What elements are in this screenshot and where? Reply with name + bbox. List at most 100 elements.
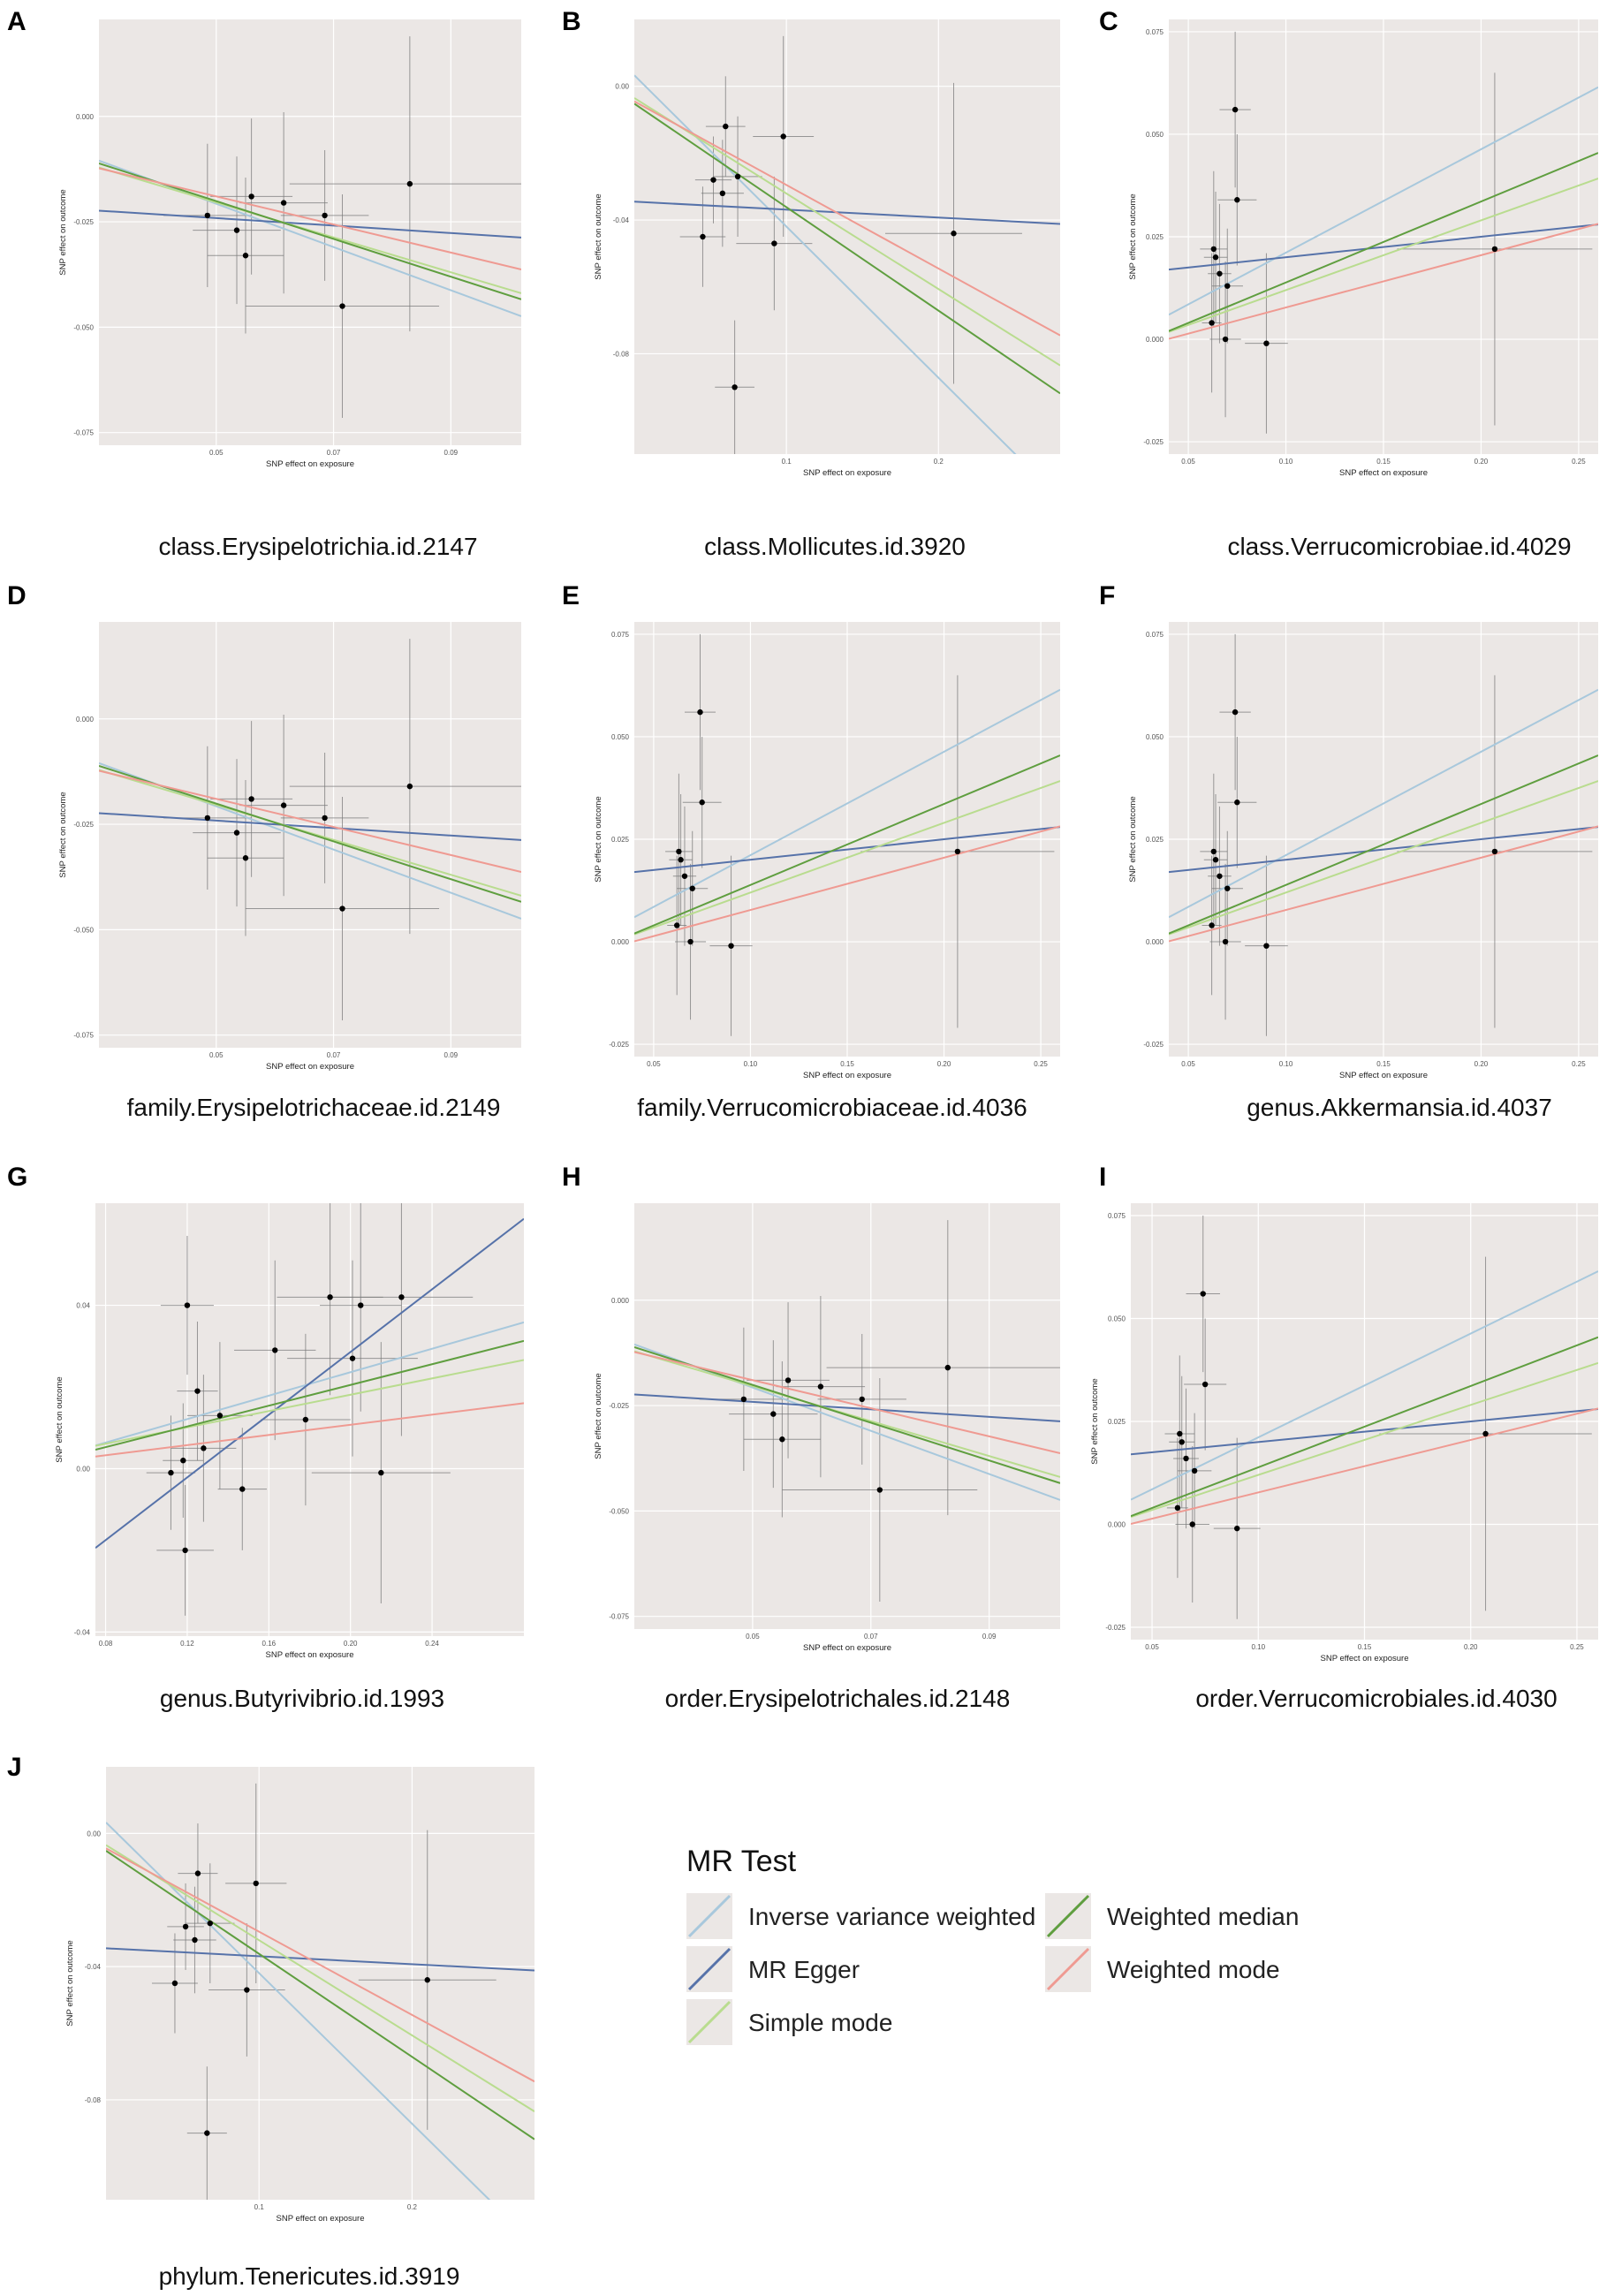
legend-key-line — [687, 1894, 731, 1938]
snp-point — [1210, 848, 1217, 855]
snp-point — [689, 885, 695, 891]
gridlines — [634, 622, 1060, 1057]
y-tick-label: -0.025 — [1143, 1041, 1164, 1049]
gridlines — [1131, 1203, 1598, 1640]
legend-item-simple-mode: Simple mode — [686, 1999, 892, 2045]
regression-line-weighted-mode — [634, 825, 1060, 943]
snp-point — [201, 1445, 207, 1451]
regression-line-egger — [1169, 224, 1598, 271]
regression-line-weighted-median — [106, 1850, 534, 2141]
panel-g: G 0.08 0.12 0.16 0.20 0.24 0.04 0.00 -0.04 SNP ef… — [7, 1163, 524, 1712]
gridlines — [634, 19, 1060, 454]
x-tick-label: 0.08 — [99, 1640, 113, 1648]
snp-point — [1209, 922, 1215, 928]
snp-point — [944, 1364, 951, 1371]
regression-line-ivw — [1131, 1270, 1598, 1501]
snp-point — [280, 802, 287, 808]
plot-area — [99, 36, 521, 418]
y-tick-label: 0.025 — [1146, 233, 1164, 241]
y-tick-label: 0.000 — [1108, 1521, 1126, 1529]
regression-line-weighted-median — [99, 764, 521, 903]
regression-line-weighted-median — [634, 754, 1060, 935]
plot-area — [99, 639, 521, 1020]
regression-line-weighted-mode — [634, 100, 1060, 337]
regression-line-egger — [106, 1947, 534, 1972]
x-tick-label: 0.20 — [344, 1640, 358, 1648]
regression-line-weighted-mode — [99, 769, 521, 873]
snp-point — [681, 873, 688, 879]
plot-area — [1169, 633, 1598, 1036]
gridlines — [1169, 19, 1598, 454]
panel-j: J 0.1 0.2 0.00 -0.04 -0.08 SNP effect on expos… — [7, 1753, 534, 2290]
panel-caption: genus.Akkermansia.id.4037 — [1247, 1094, 1552, 1121]
snp-point — [1200, 1291, 1206, 1297]
y-tick-label: -0.050 — [73, 926, 94, 934]
y-tick-label: 0.00 — [76, 1465, 90, 1473]
snp-point — [1209, 320, 1215, 326]
y-tick-label: 0.00 — [87, 1830, 101, 1838]
snp-point — [728, 943, 734, 949]
legend-label: Weighted median — [1107, 1903, 1299, 1930]
gridlines — [99, 622, 521, 1048]
snp-point — [1234, 197, 1240, 203]
snp-point — [322, 815, 328, 822]
snp-point — [248, 796, 254, 802]
y-tick-label: -0.025 — [1143, 438, 1164, 446]
y-tick-label: 0.050 — [611, 733, 630, 741]
snp-point — [1183, 1455, 1189, 1462]
x-tick-label: 0.07 — [327, 1051, 341, 1059]
regression-line-weighted-mode — [634, 1351, 1060, 1454]
x-tick-label: 0.10 — [1251, 1643, 1265, 1651]
panel-h: H 0.05 0.07 0.09 0.000 -0.025 -0.050 -0.075 SNP … — [562, 1163, 1060, 1712]
snp-point — [244, 1987, 250, 1993]
y-axis-title: SNP effect on outcome — [65, 1940, 75, 2026]
y-axis-title: SNP effect on outcome — [594, 796, 603, 882]
x-tick-label: 0.20 — [1474, 1060, 1489, 1068]
snp-point — [182, 1547, 188, 1554]
regression-line-ivw — [1169, 688, 1598, 919]
snp-point — [204, 815, 211, 822]
regression-line-simple-mode — [1169, 178, 1598, 333]
snp-point — [779, 1436, 785, 1443]
panel-caption: genus.Butyrivibrio.id.1993 — [160, 1685, 444, 1712]
panel-letter: B — [562, 7, 581, 36]
snp-point — [1263, 943, 1270, 949]
snp-point — [1217, 270, 1223, 277]
legend-item-weighted-mode: Weighted mode — [1045, 1946, 1280, 1992]
regression-line-weighted-median — [99, 162, 521, 300]
snp-point — [207, 1920, 213, 1927]
x-tick-label: 0.09 — [982, 1633, 997, 1641]
regression-line-egger — [95, 1217, 524, 1550]
snp-point — [358, 1302, 364, 1308]
plot-area — [106, 1783, 534, 2200]
regression-line-simple-mode — [634, 1350, 1060, 1478]
plot-area — [634, 1220, 1060, 1602]
snp-point — [678, 857, 684, 863]
x-tick-label: 0.25 — [1570, 1643, 1584, 1651]
snp-point — [302, 1416, 309, 1423]
x-tick-label: 0.10 — [1279, 458, 1293, 466]
regression-line-weighted-median — [1131, 1336, 1598, 1518]
panel-caption: phylum.Tenericutes.id.3919 — [159, 2262, 460, 2290]
snp-point — [1232, 709, 1239, 716]
plot-area — [634, 633, 1060, 1036]
x-tick-label: 0.25 — [1572, 458, 1586, 466]
x-tick-label: 0.15 — [1376, 458, 1391, 466]
regression-line-weighted-mode — [99, 167, 521, 270]
legend-key-line — [687, 1947, 731, 1991]
snp-point — [734, 173, 741, 180]
x-tick-label: 0.05 — [1181, 458, 1195, 466]
snp-point — [723, 123, 729, 130]
x-axis-title: SNP effect on exposure — [803, 1643, 891, 1653]
y-tick-label: 0.050 — [1146, 131, 1164, 139]
snp-point — [349, 1355, 356, 1361]
x-tick-label: 0.07 — [327, 449, 341, 457]
regression-line-weighted-median — [95, 1339, 524, 1451]
snp-point — [697, 709, 703, 716]
snp-point — [780, 133, 786, 140]
snp-point — [876, 1487, 883, 1493]
mr-test-legend: MR Test Inverse variance weighted MR Egge… — [686, 1845, 1299, 2045]
snp-point — [1224, 885, 1231, 891]
y-axis-title: SNP effect on outcome — [1090, 1378, 1100, 1464]
